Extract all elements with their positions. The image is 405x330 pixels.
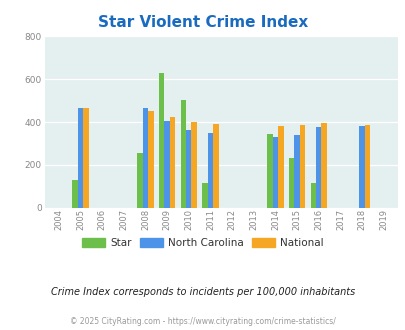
Bar bbox=[191, 122, 196, 208]
Bar bbox=[266, 134, 272, 208]
Bar bbox=[294, 135, 299, 208]
Bar bbox=[185, 130, 191, 208]
Bar bbox=[159, 73, 164, 208]
Bar bbox=[148, 111, 153, 208]
Bar bbox=[137, 153, 143, 208]
Bar bbox=[164, 121, 169, 208]
Bar bbox=[72, 180, 77, 208]
Bar bbox=[315, 127, 321, 208]
Text: Star Violent Crime Index: Star Violent Crime Index bbox=[98, 15, 307, 30]
Bar bbox=[310, 183, 315, 208]
Bar bbox=[77, 108, 83, 208]
Text: Crime Index corresponds to incidents per 100,000 inhabitants: Crime Index corresponds to incidents per… bbox=[51, 287, 354, 297]
Bar bbox=[272, 137, 277, 208]
Legend: Star, North Carolina, National: Star, North Carolina, National bbox=[78, 234, 327, 252]
Bar bbox=[277, 126, 283, 208]
Bar bbox=[299, 125, 305, 208]
Bar bbox=[207, 133, 213, 208]
Bar bbox=[180, 100, 185, 208]
Bar bbox=[202, 183, 207, 208]
Bar bbox=[358, 126, 364, 208]
Bar bbox=[321, 122, 326, 208]
Bar bbox=[143, 108, 148, 208]
Bar bbox=[213, 124, 218, 208]
Text: © 2025 CityRating.com - https://www.cityrating.com/crime-statistics/: © 2025 CityRating.com - https://www.city… bbox=[70, 317, 335, 326]
Bar bbox=[364, 125, 369, 208]
Bar bbox=[288, 158, 294, 208]
Bar bbox=[169, 117, 175, 208]
Bar bbox=[83, 108, 88, 208]
